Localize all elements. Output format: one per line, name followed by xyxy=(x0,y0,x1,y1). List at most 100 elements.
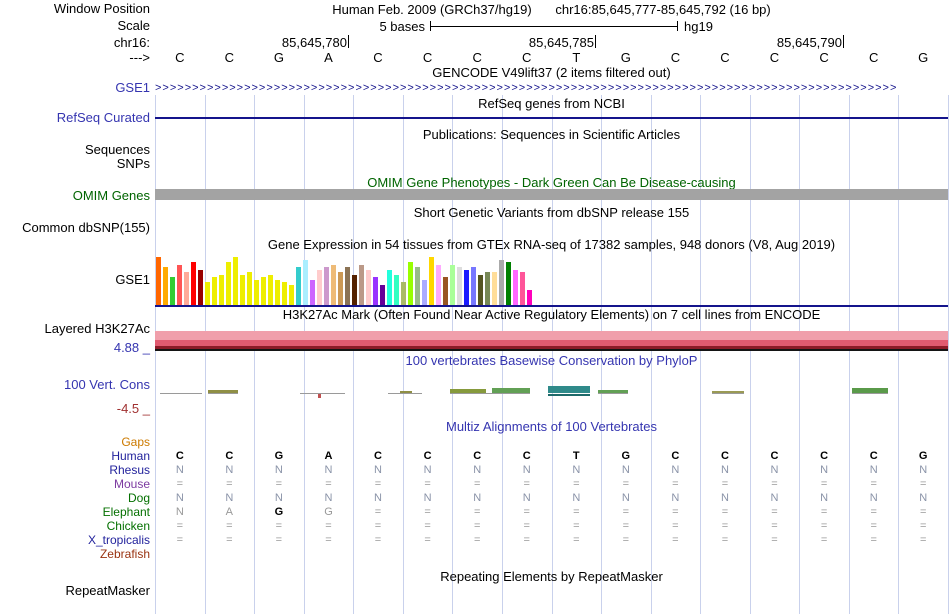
gtex-expression-bar[interactable] xyxy=(254,280,259,305)
alignment-cell: = xyxy=(919,478,927,490)
label-scale: Scale xyxy=(117,18,150,33)
gtex-expression-bar[interactable] xyxy=(338,272,343,305)
gtex-expression-bar[interactable] xyxy=(226,262,231,305)
gtex-expression-bar[interactable] xyxy=(212,277,217,305)
species-label[interactable]: Zebrafish xyxy=(99,547,150,561)
label-repeatmasker[interactable]: RepeatMasker xyxy=(65,583,150,598)
title-dbsnp[interactable]: Short Genetic Variants from dbSNP releas… xyxy=(413,205,690,220)
gtex-expression-bar[interactable] xyxy=(303,260,308,305)
alignment-cell: = xyxy=(771,520,778,532)
gtex-expression-bar[interactable] xyxy=(310,280,315,305)
h3k27ac-layered-band[interactable] xyxy=(155,331,948,351)
gtex-expression-bar[interactable] xyxy=(492,272,497,305)
gtex-expression-bar[interactable] xyxy=(170,277,175,305)
species-label[interactable]: Chicken xyxy=(106,519,150,533)
title-multiz[interactable]: Multiz Alignments of 100 Vertebrates xyxy=(445,419,657,434)
gtex-expression-bar[interactable] xyxy=(380,285,385,305)
gtex-expression-bar[interactable] xyxy=(219,275,224,305)
gtex-bar-chart[interactable] xyxy=(156,255,948,305)
gtex-expression-bar[interactable] xyxy=(450,265,455,305)
species-label[interactable]: Elephant xyxy=(102,505,150,519)
gtex-expression-bar[interactable] xyxy=(352,275,357,305)
gtex-expression-bar[interactable] xyxy=(240,275,245,305)
label-omim-genes[interactable]: OMIM Genes xyxy=(72,188,150,203)
gtex-expression-bar[interactable] xyxy=(177,265,182,305)
gtex-expression-bar[interactable] xyxy=(422,280,427,305)
title-refseq[interactable]: RefSeq genes from NCBI xyxy=(478,96,625,111)
species-label[interactable]: Rhesus xyxy=(109,463,150,477)
gtex-expression-bar[interactable] xyxy=(247,272,252,305)
gtex-expression-bar[interactable] xyxy=(408,262,413,305)
gtex-expression-bar[interactable] xyxy=(485,272,490,305)
gtex-expression-bar[interactable] xyxy=(436,265,441,305)
label-common-dbsnp[interactable]: Common dbSNP(155) xyxy=(22,220,150,235)
gtex-expression-bar[interactable] xyxy=(261,277,266,305)
gtex-expression-bar[interactable] xyxy=(415,267,420,305)
gtex-expression-bar[interactable] xyxy=(359,265,364,305)
gridline xyxy=(650,95,652,614)
label-refseq-curated[interactable]: RefSeq Curated xyxy=(56,110,150,125)
gtex-expression-bar[interactable] xyxy=(506,262,511,305)
refseq-curated-line[interactable] xyxy=(155,117,948,119)
gtex-expression-bar[interactable] xyxy=(184,272,189,305)
title-h3k27ac[interactable]: H3K27Ac Mark (Often Found Near Active Re… xyxy=(282,307,821,322)
label-gse1-gtex[interactable]: GSE1 xyxy=(115,272,150,287)
alignment-cell: = xyxy=(573,534,580,546)
alignment-cell: = xyxy=(820,534,828,546)
gtex-expression-bar[interactable] xyxy=(163,267,168,305)
species-label[interactable]: Gaps xyxy=(121,435,150,449)
title-gtex[interactable]: Gene Expression in 54 tissues from GTEx … xyxy=(267,237,836,252)
label-vert-cons[interactable]: 100 Vert. Cons xyxy=(64,377,150,392)
gtex-expression-bar[interactable] xyxy=(429,257,434,305)
gtex-expression-bar[interactable] xyxy=(317,270,322,305)
gtex-expression-bar[interactable] xyxy=(205,282,210,305)
gtex-expression-bar[interactable] xyxy=(471,267,476,305)
alignment-cell: N xyxy=(770,464,779,476)
alignment-cell: = xyxy=(473,534,481,546)
omim-genes-bar[interactable] xyxy=(155,189,948,200)
gtex-expression-bar[interactable] xyxy=(513,270,518,305)
gtex-expression-bar[interactable] xyxy=(198,270,203,305)
gtex-expression-bar[interactable] xyxy=(527,290,532,305)
species-label[interactable]: Mouse xyxy=(113,477,150,491)
alignment-cell: = xyxy=(672,478,679,490)
species-label[interactable]: Dog xyxy=(127,491,150,505)
gtex-expression-bar[interactable] xyxy=(268,275,273,305)
title-gencode[interactable]: GENCODE V49lift37 (2 items filtered out) xyxy=(432,65,671,80)
title-repeatmasker[interactable]: Repeating Elements by RepeatMasker xyxy=(440,569,663,584)
gtex-expression-bar[interactable] xyxy=(457,267,462,305)
alignment-cell: C xyxy=(225,450,234,462)
gtex-expression-bar[interactable] xyxy=(282,282,287,305)
gtex-expression-bar[interactable] xyxy=(156,257,161,305)
gtex-expression-bar[interactable] xyxy=(345,267,350,305)
alignment-cell: N xyxy=(473,464,482,476)
label-layered-h3k27ac[interactable]: Layered H3K27Ac xyxy=(44,321,150,336)
species-label[interactable]: Human xyxy=(111,449,150,463)
gtex-expression-bar[interactable] xyxy=(499,260,504,305)
gtex-expression-bar[interactable] xyxy=(289,285,294,305)
gtex-expression-bar[interactable] xyxy=(520,272,525,305)
gtex-expression-bar[interactable] xyxy=(191,262,196,305)
gtex-expression-bar[interactable] xyxy=(296,267,301,305)
gtex-expression-bar[interactable] xyxy=(373,277,378,305)
gtex-expression-bar[interactable] xyxy=(324,267,329,305)
gtex-expression-bar[interactable] xyxy=(275,280,280,305)
gtex-expression-bar[interactable] xyxy=(366,270,371,305)
gtex-expression-bar[interactable] xyxy=(401,282,406,305)
label-gencode-item[interactable]: GSE1 xyxy=(115,80,150,95)
gencode-gene-item[interactable]: >>>>>>>>>>>>>>>>>>>>>>>>>>>>>>>>>>>>>>>>… xyxy=(155,82,948,94)
gtex-expression-bar[interactable] xyxy=(443,277,448,305)
gtex-expression-bar[interactable] xyxy=(464,270,469,305)
title-conservation[interactable]: 100 vertebrates Basewise Conservation by… xyxy=(405,353,698,368)
title-publications[interactable]: Publications: Sequences in Scientific Ar… xyxy=(422,127,681,142)
gtex-expression-bar[interactable] xyxy=(394,275,399,305)
label-sequences[interactable]: Sequences xyxy=(84,142,150,157)
title-omim[interactable]: OMIM Gene Phenotypes - Dark Green Can Be… xyxy=(367,175,736,190)
gtex-expression-bar[interactable] xyxy=(387,270,392,305)
gtex-expression-bar[interactable] xyxy=(331,265,336,305)
alignment-cell: N xyxy=(572,464,581,476)
label-snps[interactable]: SNPs xyxy=(116,156,150,171)
species-label[interactable]: X_tropicalis xyxy=(87,533,150,547)
gtex-expression-bar[interactable] xyxy=(478,275,483,305)
gtex-expression-bar[interactable] xyxy=(233,257,238,305)
